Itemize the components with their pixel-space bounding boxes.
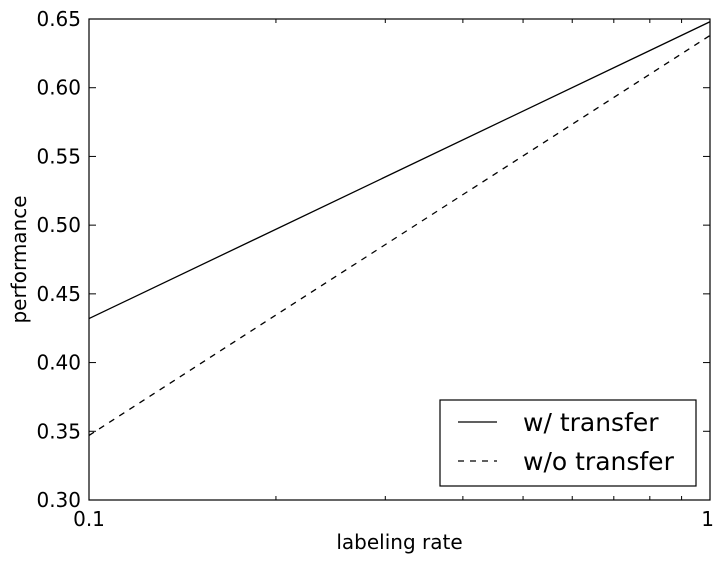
y-tick-label: 0.60 bbox=[36, 76, 81, 100]
y-tick-label: 0.45 bbox=[36, 282, 81, 306]
tick-layer bbox=[88, 18, 711, 501]
y-tick-label: 0.55 bbox=[36, 144, 81, 168]
series-layer bbox=[88, 21, 711, 436]
x-tick-label: 0.1 bbox=[73, 507, 105, 531]
legend-frame bbox=[439, 399, 697, 487]
legend: w/ transfer w/o transfer bbox=[439, 399, 697, 487]
y-tick-label: 0.65 bbox=[36, 7, 81, 31]
x-tick-label: 1 bbox=[701, 507, 714, 531]
y-tick-label: 0.40 bbox=[36, 351, 81, 375]
y-tick-label: 0.35 bbox=[36, 419, 81, 443]
legend-label-wo-transfer: w/o transfer bbox=[523, 447, 675, 476]
plot-frame bbox=[88, 18, 711, 501]
series-line-wo-transfer bbox=[88, 34, 711, 436]
series-line-w-transfer bbox=[88, 21, 711, 320]
legend-label-w-transfer: w/ transfer bbox=[523, 408, 659, 437]
y-tick-label: 0.50 bbox=[36, 213, 81, 237]
y-tick-label: 0.30 bbox=[36, 488, 81, 512]
x-axis-title: labeling rate bbox=[336, 530, 462, 554]
tick-label-layer: 0.30 0.35 0.40 0.45 0.50 0.55 0.60 0.65 0.1 1 bbox=[36, 7, 714, 531]
y-axis-title: performance bbox=[7, 195, 31, 323]
